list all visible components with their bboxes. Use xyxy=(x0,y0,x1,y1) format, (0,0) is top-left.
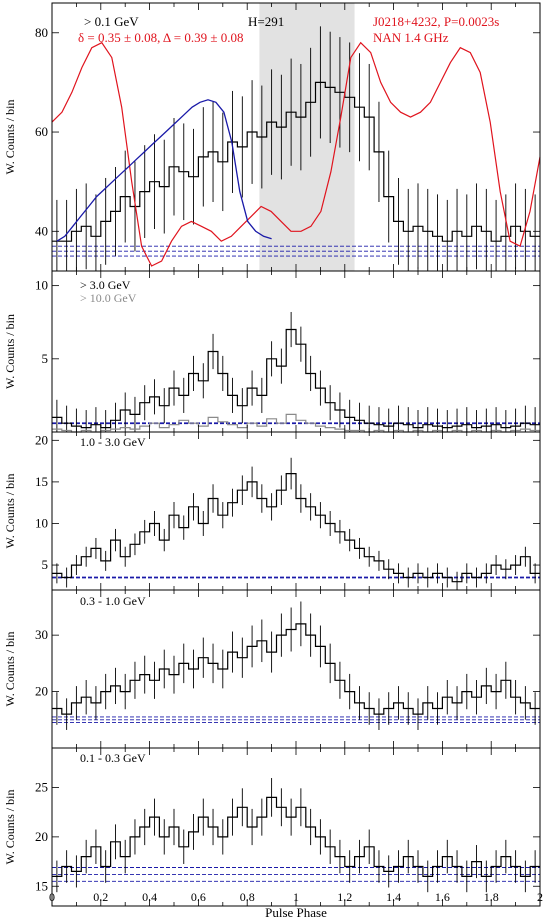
counts-histogram xyxy=(52,473,540,583)
off-pulse-shaded-region xyxy=(259,3,355,271)
y-axis-label: W. Counts / bin xyxy=(3,790,17,865)
y-tick-label: 30 xyxy=(35,627,48,642)
panel-top: 40 60 80 W. Counts / bin xyxy=(3,2,541,272)
counts-histogram xyxy=(52,81,540,242)
secondary-histogram xyxy=(52,413,540,433)
y-axis-label: W. Counts / bin xyxy=(3,100,17,175)
y-tick-label: 10 xyxy=(35,515,48,530)
x-tick-label: 1.4 xyxy=(386,890,401,904)
x-axis-label: Pulse Phase xyxy=(265,905,327,920)
energy-label-above-3gev: > 3.0 GeV xyxy=(80,278,131,292)
h-statistic-label: H=291 xyxy=(248,14,284,29)
y-tick-label: 20 xyxy=(35,684,48,699)
y-tick-label: 15 xyxy=(35,474,48,489)
counts-histogram xyxy=(52,796,540,877)
x-tick-label: 1 xyxy=(293,890,299,904)
panel-0.3-1GeV: 20 30 W. Counts / bin xyxy=(3,589,541,749)
y-tick-label: 60 xyxy=(35,124,48,139)
pulsar-info-label: J0218+4232, P=0.0023s xyxy=(373,14,499,29)
y-tick-label: 20 xyxy=(35,432,48,447)
x-tick-label: 0 xyxy=(49,890,55,904)
delta-label: δ = 0.35 ± 0.08, Δ = 0.39 ± 0.08 xyxy=(78,30,243,45)
y-tick-label: 15 xyxy=(35,878,48,893)
radio-band-label: NAN 1.4 GHz xyxy=(373,30,449,45)
counts-histogram xyxy=(52,328,540,429)
x-tick-label: 1.2 xyxy=(337,890,352,904)
y-tick-label: 20 xyxy=(35,829,48,844)
x-tick-label: 1.6 xyxy=(435,890,450,904)
energy-label-0.3-1gev: 0.3 - 1.0 GeV xyxy=(80,594,146,608)
y-tick-label: 40 xyxy=(35,223,48,238)
x-tick-label: 0.4 xyxy=(142,890,157,904)
y-tick-label: 80 xyxy=(35,25,48,40)
y-axis-label: W. Counts / bin xyxy=(3,632,17,707)
x-tick-label: 2 xyxy=(537,890,543,904)
y-tick-label: 5 xyxy=(42,557,49,572)
radio-profile-line xyxy=(51,41,541,267)
y-tick-label: 25 xyxy=(35,780,48,795)
x-tick-label: 0.2 xyxy=(93,890,108,904)
y-tick-label: 10 xyxy=(35,278,48,293)
x-tick-label: 1.8 xyxy=(484,890,499,904)
y-tick-label: 5 xyxy=(42,351,49,366)
energy-label-above-10gev: > 10.0 GeV xyxy=(80,291,137,305)
energy-label-1-3gev: 1.0 - 3.0 GeV xyxy=(80,435,146,449)
fit-curve xyxy=(56,99,272,242)
x-tick-label: 0.8 xyxy=(240,890,255,904)
energy-label-top: > 0.1 GeV xyxy=(84,14,139,29)
counts-histogram xyxy=(52,623,540,715)
y-axis-label: W. Counts / bin xyxy=(3,314,17,389)
x-tick-label: 0.6 xyxy=(191,890,206,904)
energy-label-0.1-0.3gev: 0.1 - 0.3 GeV xyxy=(80,751,146,765)
y-axis-label: W. Counts / bin xyxy=(3,474,17,549)
